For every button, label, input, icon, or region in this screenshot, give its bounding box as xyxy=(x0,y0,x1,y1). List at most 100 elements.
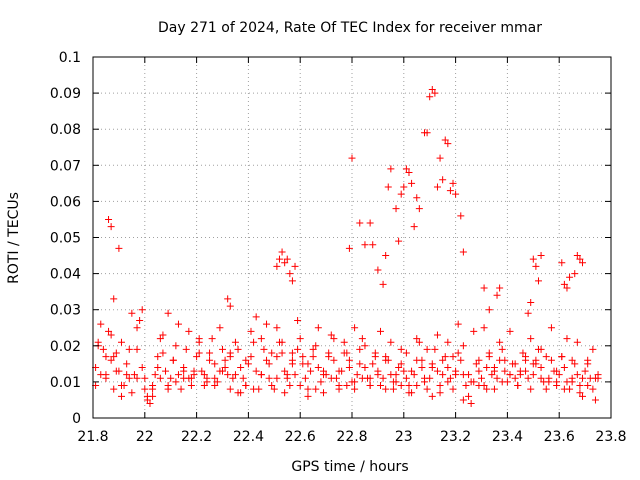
data-point xyxy=(252,313,260,321)
data-point xyxy=(187,374,195,382)
data-point xyxy=(488,371,496,379)
data-point xyxy=(446,374,454,382)
data-point xyxy=(446,187,454,195)
data-point xyxy=(174,320,182,328)
data-point xyxy=(573,338,581,346)
data-point xyxy=(584,360,592,368)
data-point xyxy=(234,389,242,397)
data-point xyxy=(219,367,226,375)
data-point xyxy=(436,389,444,397)
data-point xyxy=(537,252,545,260)
data-point xyxy=(560,363,568,371)
data-point xyxy=(374,371,382,379)
data-point xyxy=(237,363,245,371)
data-point xyxy=(226,353,234,361)
data-point xyxy=(516,371,524,379)
data-point xyxy=(200,371,208,379)
data-point xyxy=(527,335,535,343)
x-axis-label: GPS time / hours xyxy=(291,459,408,475)
data-point xyxy=(483,385,491,393)
x-tick-label: 23.2 xyxy=(440,429,471,445)
data-point xyxy=(418,356,426,364)
data-point xyxy=(426,93,434,101)
data-point xyxy=(180,367,188,375)
data-point xyxy=(325,353,333,361)
data-point xyxy=(138,306,146,314)
data-point xyxy=(125,345,133,353)
data-point xyxy=(402,349,410,357)
data-point xyxy=(436,154,444,162)
data-point xyxy=(553,367,561,375)
data-point xyxy=(99,345,107,353)
data-point xyxy=(397,360,405,368)
data-point xyxy=(288,277,296,285)
data-point xyxy=(154,363,162,371)
data-point xyxy=(527,298,535,306)
data-point xyxy=(579,392,587,400)
data-point xyxy=(195,335,203,343)
data-point xyxy=(187,382,195,390)
data-point xyxy=(159,331,167,339)
data-point xyxy=(105,215,113,223)
data-point xyxy=(206,349,214,357)
data-point xyxy=(532,356,540,364)
data-point xyxy=(537,374,545,382)
data-point xyxy=(312,385,320,393)
data-point xyxy=(485,349,493,357)
data-point xyxy=(247,353,255,361)
data-point xyxy=(568,356,576,364)
data-point xyxy=(387,165,395,173)
data-point xyxy=(211,360,219,368)
data-point xyxy=(358,335,366,343)
data-point xyxy=(397,382,405,390)
data-point xyxy=(314,363,322,371)
data-point xyxy=(371,353,379,361)
data-point xyxy=(182,345,190,353)
data-point xyxy=(413,335,421,343)
y-tick-label: 0.01 xyxy=(50,375,81,391)
data-point xyxy=(405,382,413,390)
data-point xyxy=(542,353,550,361)
data-point xyxy=(154,353,162,361)
data-point xyxy=(400,183,408,191)
data-point xyxy=(568,378,576,386)
data-point xyxy=(405,169,413,177)
data-point xyxy=(224,371,232,379)
data-point xyxy=(130,371,138,379)
data-point xyxy=(506,371,514,379)
data-point xyxy=(327,374,335,382)
data-point xyxy=(198,367,206,375)
data-point xyxy=(566,273,574,281)
data-point xyxy=(524,374,532,382)
data-point xyxy=(110,295,118,303)
data-point xyxy=(465,392,473,400)
data-point xyxy=(379,374,387,382)
data-point xyxy=(571,270,579,278)
data-point xyxy=(151,371,159,379)
data-point xyxy=(529,360,537,368)
data-point xyxy=(330,335,338,343)
data-point xyxy=(294,345,302,353)
data-point xyxy=(501,356,509,364)
data-point xyxy=(395,363,403,371)
data-point xyxy=(281,389,289,397)
data-point xyxy=(415,338,423,346)
data-point xyxy=(418,363,426,371)
y-tick-label: 0.04 xyxy=(50,267,81,283)
data-point xyxy=(260,345,268,353)
data-point xyxy=(498,378,506,386)
grid xyxy=(93,57,611,418)
data-point xyxy=(560,280,568,288)
data-point xyxy=(475,367,483,375)
data-point xyxy=(159,349,167,357)
data-point xyxy=(185,327,193,335)
data-point xyxy=(345,363,353,371)
data-point xyxy=(402,165,410,173)
data-point xyxy=(234,345,242,353)
data-point xyxy=(511,374,519,382)
data-point xyxy=(452,371,460,379)
data-point xyxy=(278,338,286,346)
data-point xyxy=(107,356,115,364)
y-tick-label: 0.07 xyxy=(50,158,81,174)
data-point xyxy=(369,360,377,368)
